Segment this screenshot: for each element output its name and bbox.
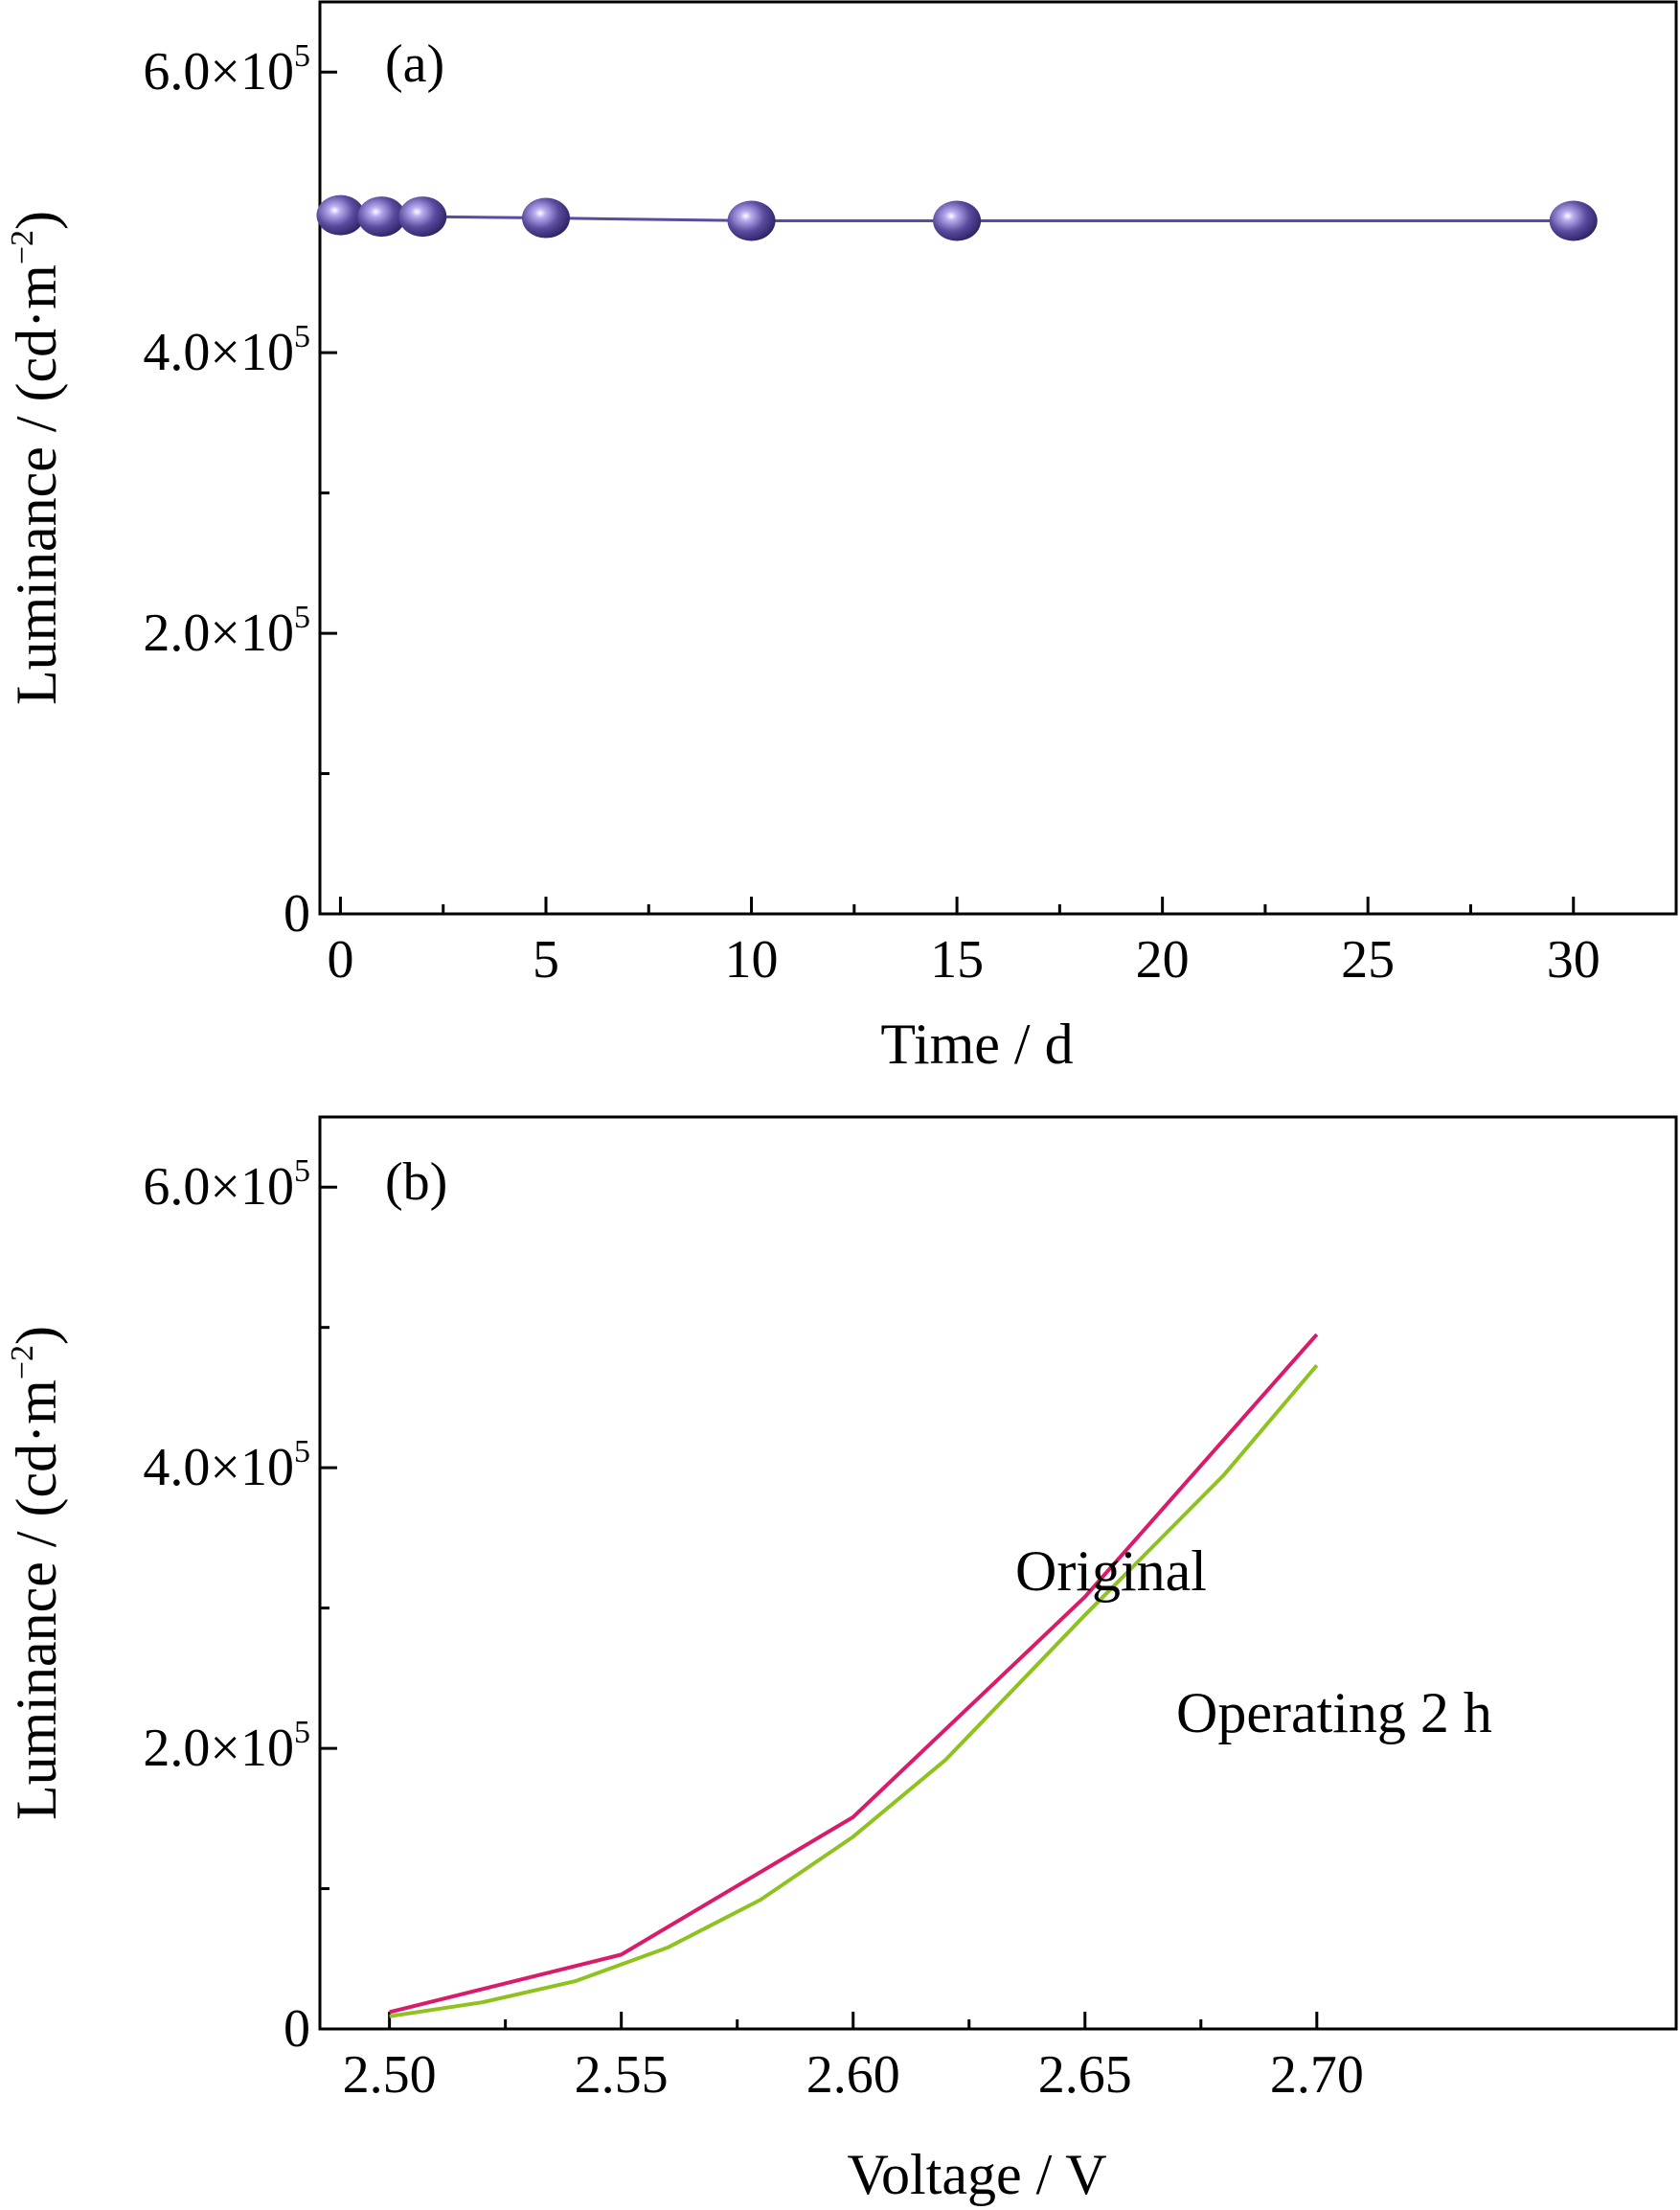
- x-tick-label: 0: [327, 930, 353, 990]
- y-tick-label: 2.0×105: [143, 1715, 310, 1778]
- plot-frame-b: [318, 1115, 1678, 2031]
- x-tick-label: 10: [725, 930, 779, 990]
- x-axis-title-b: Voltage / V: [847, 2143, 1106, 2206]
- x-tick-label: 2.55: [575, 2045, 669, 2105]
- axis-ticks-b: 0 2.0×105 4.0×105 6.0×105 2.50 2.55 2.60 2.65 2.…: [143, 1153, 1363, 2105]
- y-tick-label: 6.0×105: [143, 38, 310, 102]
- series-a: [316, 194, 1598, 241]
- panel-label-b: (b): [385, 1152, 447, 1212]
- x-axis-title-a: Time / d: [880, 1013, 1073, 1076]
- panel-a: (a) Time / d Luminance / (cd·m−2) 0 2.0×1…: [5, 0, 1678, 1076]
- y-axis-title-b: Luminance / (cd·m−2): [5, 1326, 68, 1820]
- x-tick-label: 30: [1547, 930, 1601, 990]
- y-axis-title-a: Luminance / (cd·m−2): [5, 211, 68, 705]
- y-tick-label: 4.0×105: [143, 1434, 310, 1497]
- data-point: [357, 196, 406, 238]
- x-tick-label: 2.70: [1270, 2045, 1364, 2105]
- x-tick-label: 20: [1136, 930, 1190, 990]
- panel-label-a: (a): [385, 34, 444, 94]
- y-tick-label: 4.0×105: [143, 319, 310, 382]
- plot-frame-a: [318, 0, 1678, 916]
- y-tick-label: 0: [284, 1999, 310, 2059]
- x-tick-label: 2.65: [1038, 2045, 1132, 2105]
- series-label-operating: Operating 2 h: [1176, 1681, 1492, 1744]
- data-point: [316, 194, 365, 236]
- y-tick-label: 0: [284, 884, 310, 944]
- series-line: [389, 1363, 1319, 2018]
- axis-ticks-a: 0 2.0×105 4.0×105 6.0×105 0 5 10 15 20 25 30: [143, 38, 1600, 990]
- x-tick-label: 5: [533, 930, 559, 990]
- data-point: [398, 196, 447, 238]
- series-line: [389, 1333, 1319, 2015]
- data-point: [933, 200, 982, 241]
- x-tick-label: 25: [1341, 930, 1395, 990]
- panel-b: (b) Voltage / V Luminance / (cd·m−2) 0 2.…: [5, 1115, 1678, 2206]
- y-tick-label: 2.0×105: [143, 600, 310, 663]
- data-point: [1549, 200, 1598, 241]
- y-tick-label: 6.0×105: [143, 1153, 310, 1217]
- series-label-original: Original: [1015, 1539, 1207, 1603]
- series-b: [389, 1333, 1319, 2018]
- x-tick-label: 2.50: [343, 2045, 437, 2105]
- data-point: [522, 197, 570, 239]
- x-tick-label: 15: [930, 930, 984, 990]
- data-point: [727, 200, 776, 241]
- x-tick-label: 2.60: [806, 2045, 900, 2105]
